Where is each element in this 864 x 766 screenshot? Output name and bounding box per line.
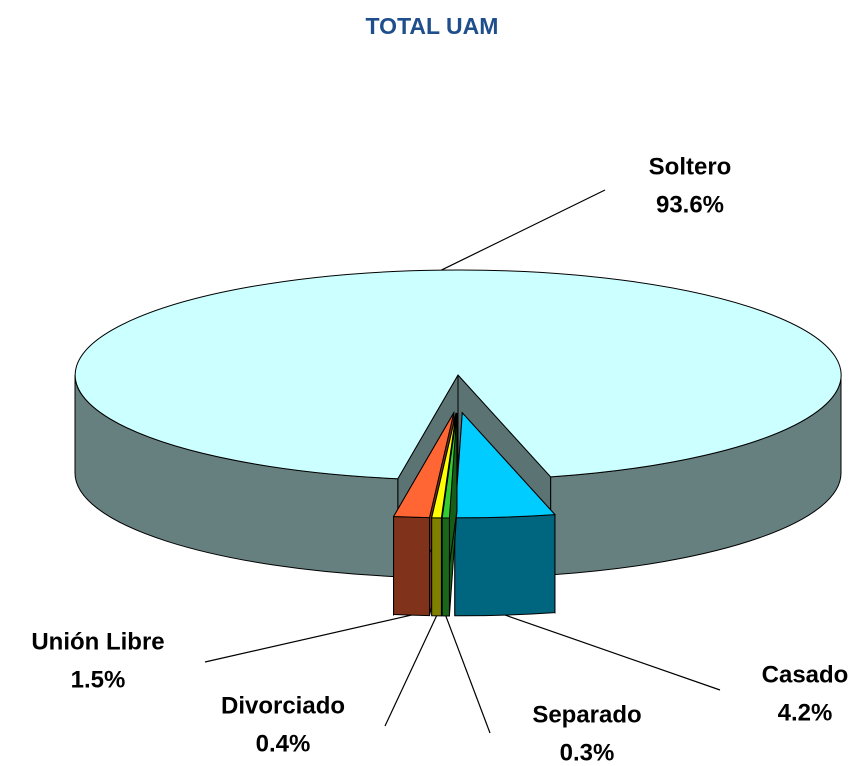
slice-wall xyxy=(454,514,556,617)
leader-line xyxy=(445,615,491,734)
slice-value-label: 4.2% xyxy=(778,699,833,726)
slice-value-label: 0.3% xyxy=(560,739,615,766)
slice xyxy=(441,412,458,519)
slice xyxy=(431,412,457,519)
slice-wall xyxy=(431,517,442,617)
slice-value-label: 1.5% xyxy=(71,666,126,693)
leader-line xyxy=(384,615,438,727)
slice-value-label: 93.6% xyxy=(656,191,724,218)
slice-group xyxy=(74,269,842,579)
slice-wall xyxy=(393,515,430,617)
slice-label: Casado xyxy=(762,661,849,688)
slice-group xyxy=(441,412,458,617)
leader-line xyxy=(441,189,606,271)
slice-wall xyxy=(441,517,450,617)
leader-line xyxy=(204,614,412,663)
chart-title: TOTAL UAM xyxy=(366,13,499,39)
slice-label: Unión Libre xyxy=(31,628,164,655)
leader-line xyxy=(505,614,721,691)
slice xyxy=(392,412,455,519)
slice-value-label: 0.4% xyxy=(256,730,311,757)
slice-label: Separado xyxy=(532,701,641,728)
slice-label: Soltero xyxy=(649,153,732,180)
slice-label: Divorciado xyxy=(221,692,345,719)
slice-group xyxy=(454,411,556,617)
